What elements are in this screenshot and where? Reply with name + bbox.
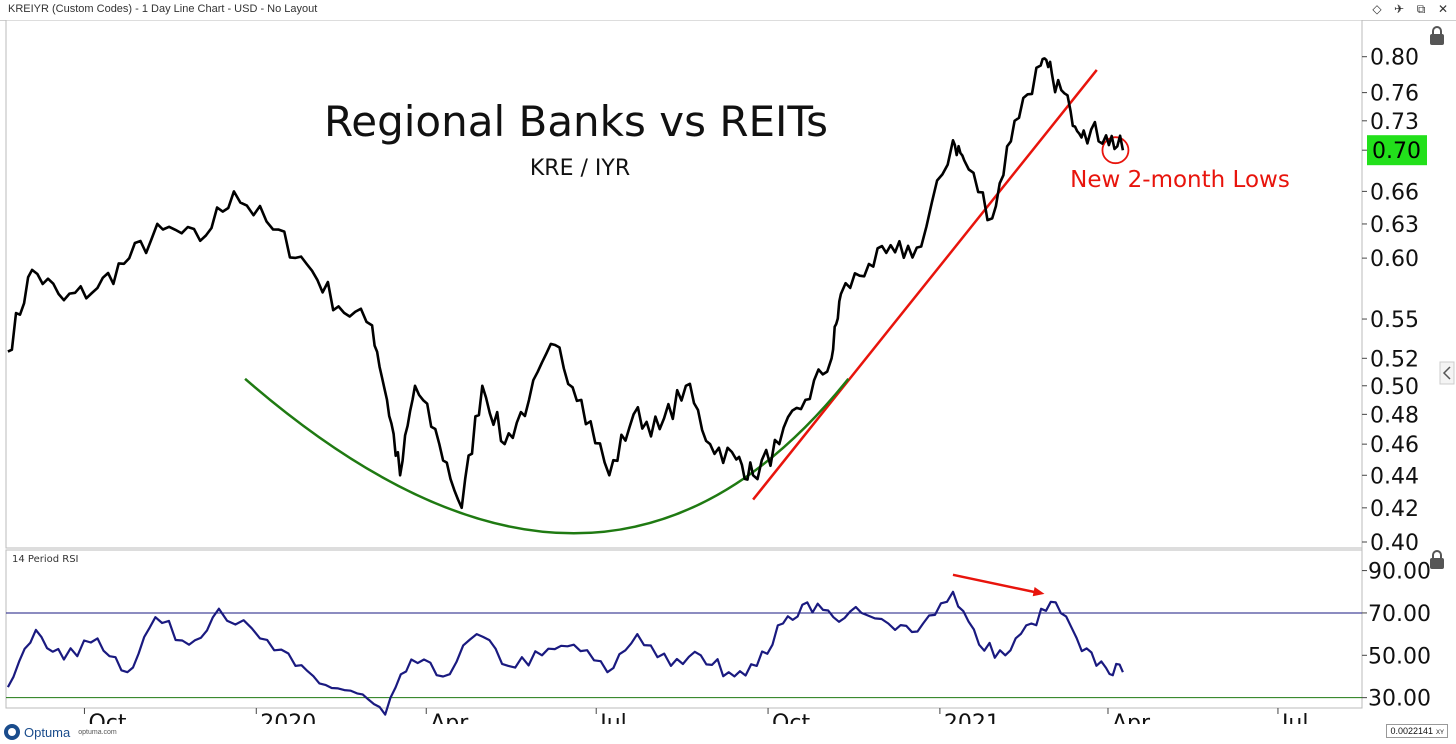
price-tick-label: 0.80 xyxy=(1370,46,1419,71)
divergence-arrow-line xyxy=(952,573,1039,595)
last-value-label: 0.70 xyxy=(1372,139,1421,164)
lows-annotation: New 2-month Lows xyxy=(1070,167,1290,193)
time-tick-label: Oct xyxy=(88,711,126,724)
price-tick-label: 0.48 xyxy=(1370,403,1419,428)
rsi-tick-label: 70.00 xyxy=(1368,602,1431,627)
price-tick-label: 0.40 xyxy=(1370,531,1419,556)
rsi-tick-label: 30.00 xyxy=(1368,687,1431,712)
lows-marker-circle xyxy=(1101,136,1130,165)
diamond-icon[interactable]: ◇ xyxy=(1372,2,1382,16)
time-tick-label: 2021 xyxy=(944,711,1000,724)
price-tick-label: 0.66 xyxy=(1370,180,1419,205)
price-tick-label: 0.55 xyxy=(1370,308,1419,333)
rounding-bottom-arc xyxy=(244,377,850,535)
brand-url: optuma.com xyxy=(78,728,117,736)
lock-icon[interactable] xyxy=(1430,550,1444,569)
price-tick-label: 0.46 xyxy=(1370,433,1419,458)
rsi-series-line xyxy=(6,590,1124,716)
lock-icon[interactable] xyxy=(1430,26,1444,45)
brand-logo: Optuma optuma.com xyxy=(4,724,117,740)
chart-title: Regional Banks vs REITs xyxy=(324,97,828,146)
time-tick-label: Apr xyxy=(430,711,469,724)
pin-icon[interactable]: ✈ xyxy=(1393,2,1405,16)
annotation-layer xyxy=(244,69,1130,597)
rsi-line-group xyxy=(6,590,1124,716)
rsi-axis: 90.00 70.00 50.00 30.00 xyxy=(6,560,1431,712)
time-tick-label: Jul xyxy=(1280,711,1309,724)
price-tick-label: 0.42 xyxy=(1370,497,1419,522)
chevron-left-icon[interactable] xyxy=(1439,361,1455,385)
divergence-arrow-head xyxy=(1032,587,1045,597)
price-tick-label: 0.73 xyxy=(1370,110,1419,135)
price-axis: 0.80 0.76 0.73 0.70 0.66 0.63 0.60 0.55 0.52 0.50… xyxy=(1362,46,1419,556)
xy-value: 0.0022141 xyxy=(1390,726,1433,736)
xy-label: XY xyxy=(1435,730,1444,736)
price-tick-label: 0.76 xyxy=(1370,82,1419,107)
rsi-panel-frame xyxy=(5,549,1363,709)
time-tick-label: Apr xyxy=(1112,711,1151,724)
chart-canvas[interactable]: 0.80 0.76 0.73 0.70 0.66 0.63 0.60 0.55 0.52 0.50… xyxy=(0,20,1456,724)
window-titlebar: KREIYR (Custom Codes) - 1 Day Line Chart… xyxy=(0,0,1456,21)
price-tick-label: 0.60 xyxy=(1370,247,1419,272)
time-axis: Oct 2020 Apr Jul Oct 2021 Apr Jul xyxy=(83,708,1309,724)
restore-icon[interactable]: ⧉ xyxy=(1416,2,1426,16)
optuma-logo-icon xyxy=(4,724,20,740)
price-tick-label: 0.63 xyxy=(1370,213,1419,238)
price-tick-label: 0.44 xyxy=(1370,464,1419,489)
window-title: KREIYR (Custom Codes) - 1 Day Line Chart… xyxy=(8,3,318,15)
rsi-tick-label: 90.00 xyxy=(1368,560,1431,585)
xy-readout[interactable]: 0.0022141 XY xyxy=(1386,724,1448,738)
rsi-tick-label: 50.00 xyxy=(1368,644,1431,669)
price-series-line xyxy=(7,57,1125,510)
price-tick-label: 0.52 xyxy=(1370,347,1419,372)
chart-subtitle: KRE / IYR xyxy=(530,156,630,181)
time-tick-label: Oct xyxy=(772,711,810,724)
window-controls: ◇ ✈ ⧉ ✕ xyxy=(1370,2,1450,17)
brand-name: Optuma xyxy=(24,724,71,740)
last-value-badge xyxy=(1367,135,1427,166)
time-tick-label: Jul xyxy=(598,711,627,724)
rsi-panel-label: 14 Period RSI xyxy=(12,554,79,565)
trendline xyxy=(752,69,1098,501)
time-tick-label: 2020 xyxy=(260,711,316,724)
close-icon[interactable]: ✕ xyxy=(1437,2,1449,16)
price-tick-label: 0.50 xyxy=(1370,375,1419,400)
price-line-group xyxy=(7,57,1125,510)
price-panel-frame xyxy=(5,20,1363,549)
